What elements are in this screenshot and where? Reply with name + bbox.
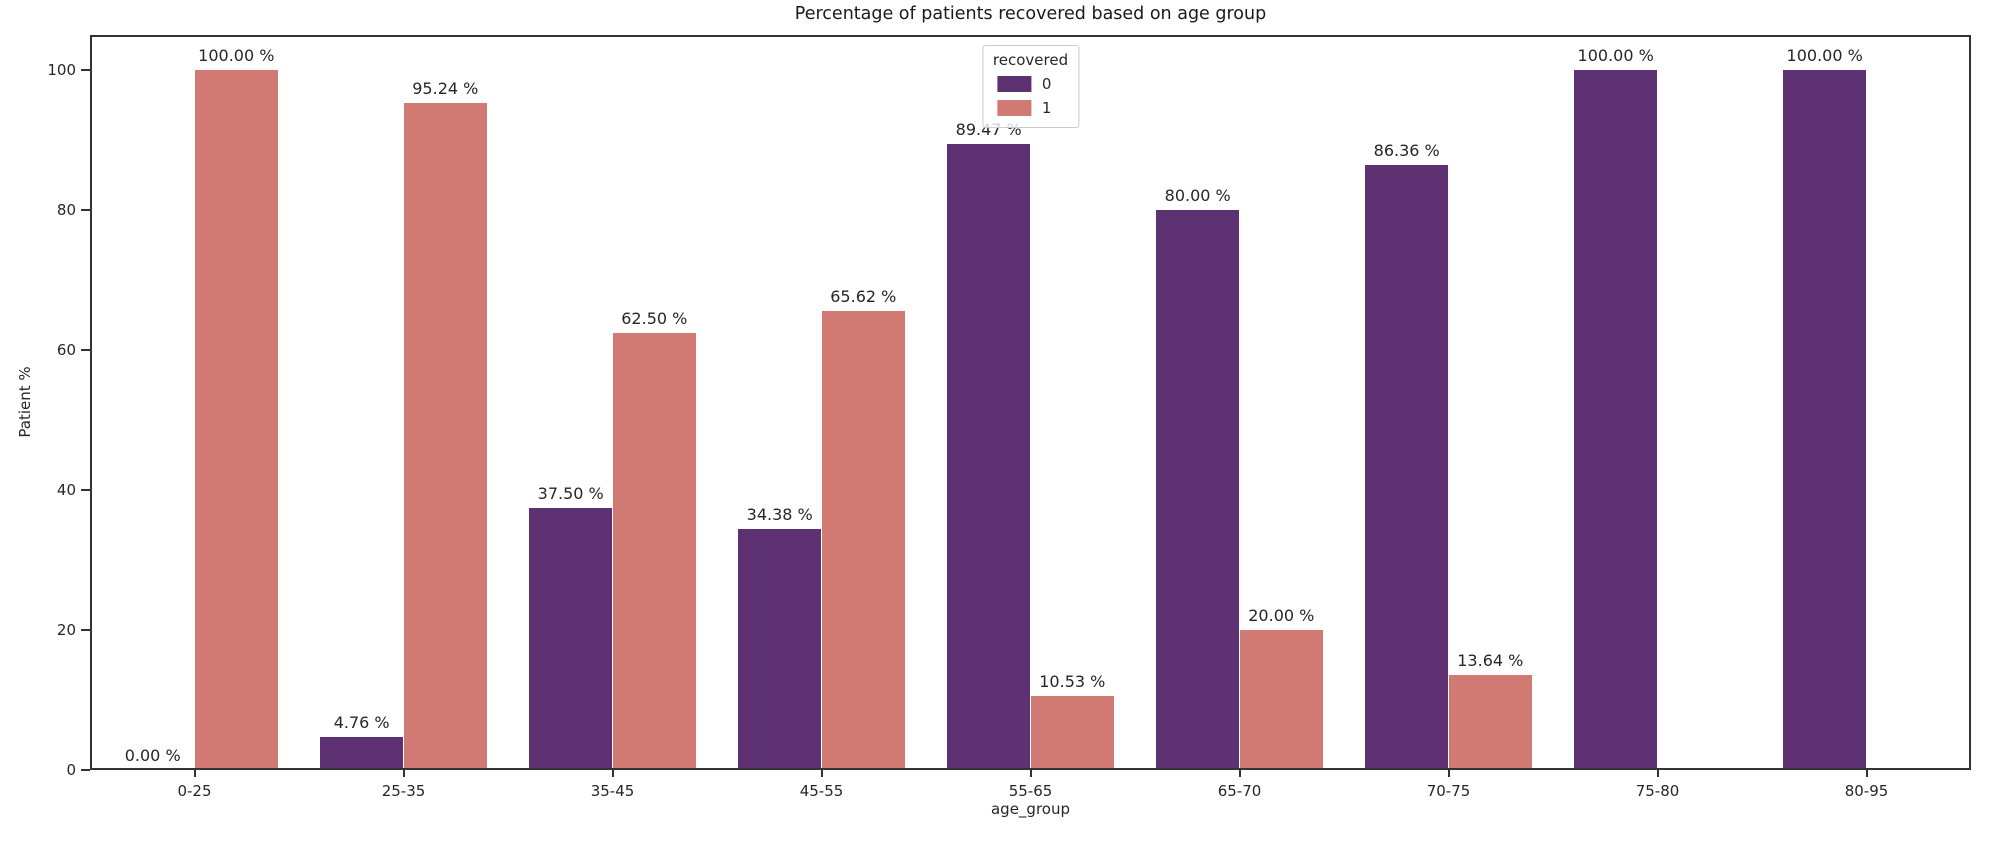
legend-title: recovered (992, 51, 1069, 69)
bar-value-label: 80.00 % (1164, 186, 1231, 205)
y-axis-label: Patient % (16, 366, 34, 438)
y-tick-label: 40 (56, 481, 76, 499)
legend-entry-label: 0 (1041, 75, 1052, 93)
bar-value-label: 13.64 % (1457, 650, 1524, 670)
x-tick-label: 70-75 (1426, 782, 1471, 800)
bar-recovered-0-65-70 (1155, 210, 1240, 770)
x-tick-label: 45-55 (799, 782, 844, 800)
bar-recovered-0-55-65 (946, 143, 1031, 770)
y-tick (81, 209, 90, 211)
bar-value-label: 4.76 % (333, 712, 390, 732)
bar-value-label: 65.62 % (830, 286, 897, 306)
bar-recovered-1-25-35 (403, 103, 488, 770)
x-tick (1447, 770, 1450, 777)
y-tick (81, 69, 90, 71)
bar-recovered-0-25-35 (319, 736, 404, 770)
x-tick (193, 770, 196, 777)
bar-value-label: 95.24 % (412, 79, 479, 99)
bar-recovered-1-65-70 (1239, 630, 1324, 770)
y-tick (81, 769, 90, 771)
bar-recovered-1-55-65 (1030, 696, 1115, 770)
bar-recovered-1-0-25 (194, 70, 279, 770)
bar-value-label: 10.53 % (1039, 672, 1106, 692)
bar-recovered-0-75-80 (1573, 70, 1658, 770)
bar-value-label: 86.36 % (1373, 141, 1440, 161)
y-tick-label: 60 (56, 341, 76, 359)
x-tick (1238, 770, 1241, 777)
x-tick (402, 770, 405, 777)
y-tick-label: 0 (66, 761, 76, 779)
bar-value-label: 20.00 % (1248, 606, 1315, 625)
bar-recovered-1-45-55 (821, 310, 906, 770)
legend-entry-0: 0 (993, 72, 1068, 96)
x-tick (1656, 770, 1659, 777)
x-tick (1865, 770, 1868, 777)
bar-recovered-0-70-75 (1364, 165, 1449, 770)
bar-value-label: 100.00 % (198, 46, 275, 65)
x-axis-label: age_group (990, 800, 1070, 818)
legend-entry-label: 1 (1041, 99, 1052, 117)
bar-recovered-0-80-95 (1782, 70, 1867, 770)
x-tick (1029, 770, 1032, 777)
bar-recovered-0-35-45 (528, 507, 613, 770)
bar-value-label: 0.00 % (124, 746, 181, 765)
bar-recovered-0-45-55 (737, 529, 822, 770)
bar-recovered-1-70-75 (1448, 674, 1533, 770)
legend-swatch-1 (996, 100, 1031, 116)
bar-value-label: 34.38 % (746, 505, 813, 525)
bar-value-label: 62.50 % (621, 308, 688, 328)
axes-frame (90, 35, 1971, 770)
x-tick-label: 65-70 (1217, 782, 1262, 800)
x-tick-label: 80-95 (1844, 782, 1889, 800)
y-tick (81, 629, 90, 631)
x-tick (611, 770, 614, 777)
bar-value-label: 100.00 % (1577, 46, 1654, 65)
bar-recovered-1-35-45 (612, 332, 697, 770)
bar-value-label: 37.50 % (537, 483, 604, 503)
x-tick-label: 0-25 (177, 782, 212, 800)
chart-title: Percentage of patients recovered based o… (794, 4, 1267, 24)
legend-swatch-0 (996, 76, 1031, 92)
x-tick (820, 770, 823, 777)
y-tick-label: 100 (47, 61, 76, 79)
x-tick-label: 55-65 (1008, 782, 1053, 800)
legend-entry-1: 1 (993, 96, 1068, 120)
y-tick-label: 20 (56, 621, 76, 639)
y-tick-label: 80 (56, 201, 76, 219)
y-tick (81, 489, 90, 491)
y-tick (81, 349, 90, 351)
x-tick-label: 75-80 (1635, 782, 1680, 800)
bar-value-label: 100.00 % (1786, 46, 1863, 65)
x-tick-label: 35-45 (590, 782, 635, 800)
x-tick-label: 25-35 (381, 782, 426, 800)
